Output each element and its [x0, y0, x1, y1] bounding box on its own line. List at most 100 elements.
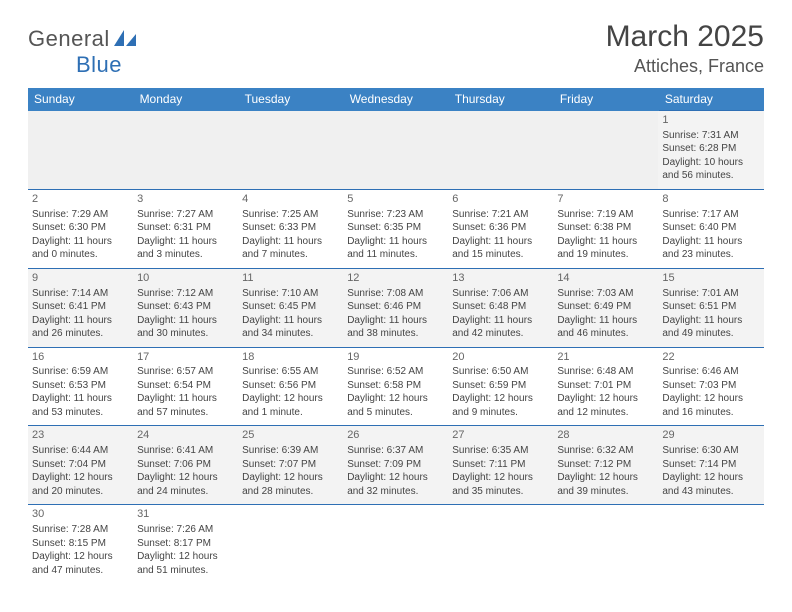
sunset-text: Sunset: 6:43 PM [137, 300, 234, 314]
day-cell: 30Sunrise: 7:28 AMSunset: 8:15 PMDayligh… [28, 505, 133, 583]
day-number: 17 [137, 350, 234, 365]
day-cell [448, 111, 553, 190]
day-number: 15 [662, 271, 759, 286]
day-cell [238, 505, 343, 583]
day-cell: 4Sunrise: 7:25 AMSunset: 6:33 PMDaylight… [238, 189, 343, 268]
day-cell [28, 111, 133, 190]
daylight-text: Daylight: 11 hours and 57 minutes. [137, 392, 234, 419]
day-cell: 9Sunrise: 7:14 AMSunset: 6:41 PMDaylight… [28, 268, 133, 347]
daylight-text: Daylight: 11 hours and 11 minutes. [347, 235, 444, 262]
logo-text: GeneralBlue [28, 26, 136, 78]
daylight-text: Daylight: 12 hours and 16 minutes. [662, 392, 759, 419]
day-cell: 24Sunrise: 6:41 AMSunset: 7:06 PMDayligh… [133, 426, 238, 505]
page-title: March 2025 [606, 20, 764, 54]
day-header-row: SundayMondayTuesdayWednesdayThursdayFrid… [28, 88, 764, 111]
logo-part1: General [28, 26, 110, 51]
sunrise-text: Sunrise: 6:59 AM [32, 365, 129, 379]
logo: GeneralBlue [28, 26, 136, 78]
day-cell: 21Sunrise: 6:48 AMSunset: 7:01 PMDayligh… [553, 347, 658, 426]
day-cell [553, 505, 658, 583]
sunrise-text: Sunrise: 6:44 AM [32, 444, 129, 458]
day-number: 27 [452, 428, 549, 443]
day-cell [133, 111, 238, 190]
sunrise-text: Sunrise: 7:03 AM [557, 287, 654, 301]
sunrise-text: Sunrise: 7:12 AM [137, 287, 234, 301]
sunset-text: Sunset: 6:31 PM [137, 221, 234, 235]
week-row: 23Sunrise: 6:44 AMSunset: 7:04 PM Dayligh… [28, 426, 764, 505]
sunset-text: Sunset: 7:04 PM [32, 458, 129, 472]
daylight-text: Daylight: 11 hours and 49 minutes. [662, 314, 759, 341]
sunrise-text: Sunrise: 6:50 AM [452, 365, 549, 379]
sunset-text: Sunset: 6:38 PM [557, 221, 654, 235]
day-cell: 26Sunrise: 6:37 AMSunset: 7:09 PMDayligh… [343, 426, 448, 505]
sunrise-text: Sunrise: 7:31 AM [662, 129, 759, 143]
day-number: 14 [557, 271, 654, 286]
day-number: 9 [32, 271, 129, 286]
sunset-text: Sunset: 6:46 PM [347, 300, 444, 314]
sunset-text: Sunset: 8:15 PM [32, 537, 129, 551]
sunrise-text: Sunrise: 6:32 AM [557, 444, 654, 458]
sunset-text: Sunset: 7:14 PM [662, 458, 759, 472]
daylight-text: Daylight: 12 hours and 43 minutes. [662, 471, 759, 498]
daylight-text: Daylight: 12 hours and 24 minutes. [137, 471, 234, 498]
sunset-text: Sunset: 7:03 PM [662, 379, 759, 393]
day-cell [238, 111, 343, 190]
sunset-text: Sunset: 6:33 PM [242, 221, 339, 235]
sunrise-text: Sunrise: 7:26 AM [137, 523, 234, 537]
title-block: March 2025 Attiches, France [606, 20, 764, 77]
calendar-table: SundayMondayTuesdayWednesdayThursdayFrid… [28, 88, 764, 583]
day-cell: 20Sunrise: 6:50 AMSunset: 6:59 PMDayligh… [448, 347, 553, 426]
day-header: Wednesday [343, 88, 448, 111]
daylight-text: Daylight: 12 hours and 1 minute. [242, 392, 339, 419]
day-number: 19 [347, 350, 444, 365]
day-number: 28 [557, 428, 654, 443]
daylight-text: Daylight: 11 hours and 42 minutes. [452, 314, 549, 341]
day-header: Monday [133, 88, 238, 111]
day-number: 2 [32, 192, 129, 207]
daylight-text: Daylight: 11 hours and 3 minutes. [137, 235, 234, 262]
day-number: 25 [242, 428, 339, 443]
day-number: 3 [137, 192, 234, 207]
day-number: 24 [137, 428, 234, 443]
day-cell: 5Sunrise: 7:23 AMSunset: 6:35 PMDaylight… [343, 189, 448, 268]
day-cell [343, 111, 448, 190]
day-cell [343, 505, 448, 583]
daylight-text: Daylight: 11 hours and 0 minutes. [32, 235, 129, 262]
daylight-text: Daylight: 11 hours and 19 minutes. [557, 235, 654, 262]
sunrise-text: Sunrise: 7:14 AM [32, 287, 129, 301]
daylight-text: Daylight: 11 hours and 53 minutes. [32, 392, 129, 419]
day-header: Friday [553, 88, 658, 111]
week-row: 9Sunrise: 7:14 AMSunset: 6:41 PMDaylight… [28, 268, 764, 347]
day-cell: 1Sunrise: 7:31 AMSunset: 6:28 PMDaylight… [658, 111, 763, 190]
day-cell: 7Sunrise: 7:19 AMSunset: 6:38 PMDaylight… [553, 189, 658, 268]
sunrise-text: Sunrise: 7:06 AM [452, 287, 549, 301]
day-cell: 16Sunrise: 6:59 AMSunset: 6:53 PMDayligh… [28, 347, 133, 426]
day-cell: 23Sunrise: 6:44 AMSunset: 7:04 PMDayligh… [28, 426, 133, 505]
sunrise-text: Sunrise: 7:21 AM [452, 208, 549, 222]
sunset-text: Sunset: 6:49 PM [557, 300, 654, 314]
sunset-text: Sunset: 7:06 PM [137, 458, 234, 472]
sunset-text: Sunset: 6:54 PM [137, 379, 234, 393]
day-cell [658, 505, 763, 583]
daylight-text: Daylight: 12 hours and 51 minutes. [137, 550, 234, 577]
day-cell: 14Sunrise: 7:03 AMSunset: 6:49 PMDayligh… [553, 268, 658, 347]
week-row: 16Sunrise: 6:59 AMSunset: 6:53 PMDayligh… [28, 347, 764, 426]
week-row: 30Sunrise: 7:28 AMSunset: 8:15 PMDayligh… [28, 505, 764, 583]
sunrise-text: Sunrise: 6:35 AM [452, 444, 549, 458]
sunset-text: Sunset: 6:41 PM [32, 300, 129, 314]
day-number: 30 [32, 507, 129, 522]
daylight-text: Daylight: 11 hours and 26 minutes. [32, 314, 129, 341]
day-number: 12 [347, 271, 444, 286]
sunset-text: Sunset: 7:01 PM [557, 379, 654, 393]
day-number: 18 [242, 350, 339, 365]
sunset-text: Sunset: 6:48 PM [452, 300, 549, 314]
sunset-text: Sunset: 6:40 PM [662, 221, 759, 235]
day-cell: 6Sunrise: 7:21 AMSunset: 6:36 PMDaylight… [448, 189, 553, 268]
day-cell: 17Sunrise: 6:57 AMSunset: 6:54 PMDayligh… [133, 347, 238, 426]
day-cell: 10Sunrise: 7:12 AMSunset: 6:43 PMDayligh… [133, 268, 238, 347]
day-number: 23 [32, 428, 129, 443]
daylight-text: Daylight: 11 hours and 30 minutes. [137, 314, 234, 341]
sunrise-text: Sunrise: 7:08 AM [347, 287, 444, 301]
sunrise-text: Sunrise: 6:57 AM [137, 365, 234, 379]
daylight-text: Daylight: 10 hours and 56 minutes. [662, 156, 759, 183]
